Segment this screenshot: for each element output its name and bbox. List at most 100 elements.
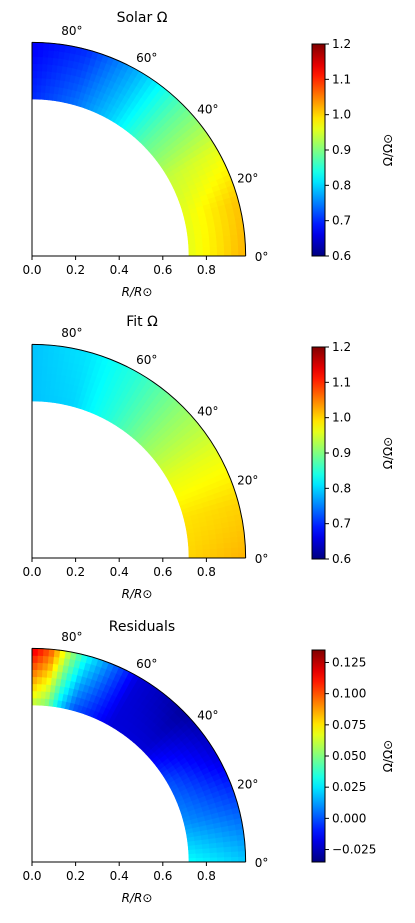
field-cell (237, 844, 246, 852)
x-tick-label: 0.6 (153, 869, 172, 883)
field-cell (224, 856, 232, 863)
colorbar-tick-label: 0.6 (332, 552, 351, 566)
colorbar-tick-label: 1.2 (332, 340, 351, 354)
field-cell (36, 351, 44, 360)
field-cell (35, 697, 41, 706)
x-tick-label: 0.4 (110, 263, 129, 277)
field-cell (35, 91, 41, 100)
field-cell (40, 77, 47, 86)
field-cell (46, 56, 54, 65)
field-cell (230, 546, 239, 554)
field-cell (238, 250, 246, 257)
panel-2: Fit Ω 80° 60° 40° 20° 0° 0.0 0.2 0.4 0.6 0.8 R/R⊙ 1.… (22, 314, 395, 601)
field-cell (31, 683, 37, 692)
field-cell (46, 63, 53, 73)
field-cell (195, 246, 204, 253)
field-cell (31, 56, 38, 64)
field-cell (230, 541, 239, 548)
field-cell (237, 540, 246, 548)
field-cell (42, 655, 49, 664)
x-tick-label: 0.2 (66, 565, 85, 579)
field-cell (238, 552, 246, 559)
field-cell (195, 857, 204, 863)
field-cell (53, 43, 61, 52)
angle-label: 20° (237, 172, 258, 186)
field-cell (42, 351, 49, 360)
field-cell (31, 372, 38, 381)
rotation-field (31, 344, 246, 559)
field-cell (31, 77, 37, 86)
chart-title: Fit Ω (126, 314, 158, 330)
field-cell (41, 365, 48, 374)
x-tick-label: 0.8 (197, 869, 216, 883)
field-cell (31, 662, 38, 670)
field-cell (41, 372, 47, 381)
colorbar-tick-label: 0.075 (332, 718, 366, 732)
field-cell (209, 245, 218, 252)
field-cell (31, 669, 38, 678)
field-cell (202, 857, 211, 863)
colorbar-tick-label: 1.0 (332, 411, 351, 425)
rotation-field (31, 648, 246, 863)
field-cell (45, 372, 52, 382)
field-cell (237, 238, 246, 246)
outer-boundary (31, 647, 247, 863)
field-cell (41, 662, 48, 671)
field-cell (47, 351, 54, 360)
field-cell (37, 344, 44, 353)
field-cell (216, 846, 225, 853)
field-cell (36, 676, 43, 685)
field-cell (31, 676, 38, 685)
field-cell (37, 42, 44, 51)
field-cell (45, 684, 51, 693)
colorbar-tick-label: 0.9 (332, 446, 351, 460)
x-tick-label: 0.4 (110, 565, 129, 579)
colorbar (311, 346, 326, 560)
field-cell (41, 676, 47, 685)
field-cell (47, 655, 54, 664)
colorbar-label: Ω/Ω⊙ (381, 134, 395, 166)
outer-boundary (31, 343, 247, 559)
field-cell (36, 669, 43, 678)
colorbar (311, 43, 326, 257)
colorbar-tick-label: 1.1 (332, 375, 351, 389)
field-cell (195, 553, 204, 559)
field-cell (202, 251, 211, 257)
field-cell (40, 386, 46, 395)
field-cell (188, 553, 197, 559)
field-cell (216, 552, 225, 559)
field-cell (237, 546, 246, 553)
colorbar-tick-label: 0.025 (332, 780, 366, 794)
field-cell (36, 70, 43, 79)
x-tick-label: 0.6 (153, 263, 172, 277)
field-cell (36, 372, 43, 381)
field-cell (36, 683, 42, 692)
field-cell (223, 846, 232, 853)
field-cell (40, 683, 47, 692)
field-cell (230, 845, 239, 852)
colorbar-label: Ω/Ω⊙ (381, 437, 395, 469)
field-cell (31, 344, 38, 352)
colorbar-tick-label: 1.1 (332, 72, 351, 86)
field-cell (209, 547, 218, 554)
field-cell (188, 857, 197, 863)
field-cell (238, 856, 246, 863)
field-cell (36, 56, 43, 65)
field-cell (39, 91, 46, 100)
field-cell (35, 393, 41, 402)
field-cell (41, 70, 47, 79)
x-tick-label: 0.2 (66, 263, 85, 277)
field-cell (209, 543, 218, 549)
field-cell (41, 56, 48, 65)
field-cell (47, 42, 55, 51)
field-cell (45, 70, 52, 80)
colorbar-tick-label: 0.9 (332, 143, 351, 157)
field-cell (31, 49, 38, 57)
colorbar-label: Ω/Ω⊙ (381, 740, 395, 772)
angle-label: 60° (136, 657, 157, 671)
angle-label: 80° (61, 630, 82, 644)
x-axis-label: R/R⊙ (122, 587, 153, 601)
field-cell (39, 697, 46, 706)
field-cell (209, 847, 218, 853)
